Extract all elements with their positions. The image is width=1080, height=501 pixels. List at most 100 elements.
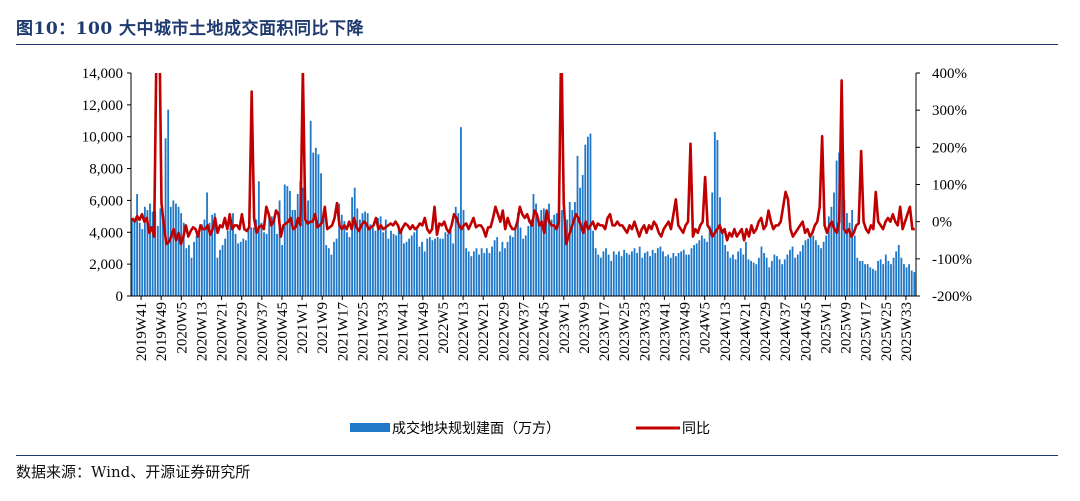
bar [568, 202, 571, 296]
bar [193, 241, 195, 296]
bar [226, 230, 229, 296]
x-tick-label: 2025W17 [859, 302, 875, 362]
bar [695, 243, 698, 296]
bar-series [131, 109, 916, 296]
bar [169, 206, 172, 296]
bar [270, 216, 273, 296]
bar [866, 264, 869, 296]
bar [747, 259, 750, 296]
bar [698, 240, 701, 296]
legend-line-label: 同比 [682, 421, 710, 437]
bar [203, 219, 206, 296]
bar [188, 245, 190, 296]
bar [732, 254, 734, 296]
bar [711, 192, 714, 296]
x-tick-label: 2023W17 [597, 302, 613, 362]
bar [496, 237, 499, 296]
bar [322, 213, 325, 296]
x-tick-label: 2023W49 [678, 302, 694, 361]
bar [167, 109, 170, 296]
right-tick-label: 0% [932, 215, 952, 231]
bar [276, 233, 278, 296]
bar [548, 203, 550, 296]
bar [439, 238, 442, 296]
bar [566, 219, 569, 296]
bar [444, 232, 447, 296]
x-tick-label: 2021W33 [376, 302, 392, 361]
bar [542, 208, 545, 296]
bar [133, 222, 136, 296]
bar [628, 254, 631, 296]
bar [387, 238, 390, 296]
bar [708, 225, 711, 296]
x-tick-label: 2019W41 [134, 302, 150, 361]
legend: 成交地块规划建面（万方） 同比 [350, 420, 710, 437]
bar [260, 222, 263, 296]
bar [643, 252, 646, 296]
bar [175, 203, 177, 296]
bar [799, 251, 802, 296]
bar [143, 206, 146, 296]
bar [903, 264, 905, 296]
x-tick-label: 2019W49 [154, 302, 170, 361]
bar [428, 237, 431, 296]
bar [646, 251, 649, 296]
bar [783, 259, 786, 296]
bar [294, 209, 297, 296]
bar [859, 260, 861, 296]
bar [667, 254, 670, 296]
bar [164, 138, 167, 296]
bar [770, 260, 773, 296]
right-tick-label: 100% [932, 178, 967, 194]
left-tick-label: 10,000 [82, 130, 123, 146]
bar [713, 131, 716, 296]
bar [172, 200, 175, 296]
bar [599, 257, 602, 296]
bar [719, 197, 721, 296]
left-tick-label: 4,000 [89, 225, 123, 241]
bar [146, 209, 149, 296]
bar [299, 181, 302, 296]
bar [864, 264, 866, 296]
bar [154, 211, 157, 296]
bar [742, 254, 745, 296]
bar [198, 233, 201, 296]
axes: 0 2,000 4,000 6,000 8,000 10,000 12,000 14,000 -… [82, 66, 972, 361]
x-tick-label: 2023W41 [657, 302, 673, 361]
bar [846, 213, 848, 296]
bar [413, 232, 416, 296]
bar [721, 229, 724, 296]
bar [892, 257, 895, 296]
bar [908, 264, 911, 296]
bar [768, 267, 771, 296]
bar [325, 245, 328, 296]
bar [833, 192, 835, 296]
bar [677, 252, 680, 296]
bar [589, 133, 592, 296]
bar [206, 192, 208, 296]
x-tick-label: 2022W13 [456, 302, 472, 361]
x-tick-label: 2021W25 [356, 302, 372, 361]
x-tick-label: 2022W45 [537, 302, 553, 361]
x-tick-label: 2021W1 [295, 302, 311, 354]
bar [688, 254, 690, 296]
bar [403, 243, 405, 296]
bar [242, 238, 245, 296]
bar [250, 227, 252, 296]
bar [156, 225, 159, 296]
bar [579, 187, 582, 296]
x-tick-label: 2022W5 [436, 302, 452, 354]
x-tick-label: 2020W13 [194, 302, 210, 361]
bar [703, 238, 706, 296]
bar [605, 248, 607, 296]
bar [879, 259, 882, 296]
bar [802, 245, 804, 296]
bar [361, 213, 364, 296]
bar [890, 264, 892, 296]
x-tick-label: 2020W29 [235, 302, 251, 361]
line-series [131, 73, 915, 246]
bar [910, 270, 913, 296]
bar [268, 217, 271, 296]
bar [475, 248, 478, 296]
bar [257, 181, 260, 296]
